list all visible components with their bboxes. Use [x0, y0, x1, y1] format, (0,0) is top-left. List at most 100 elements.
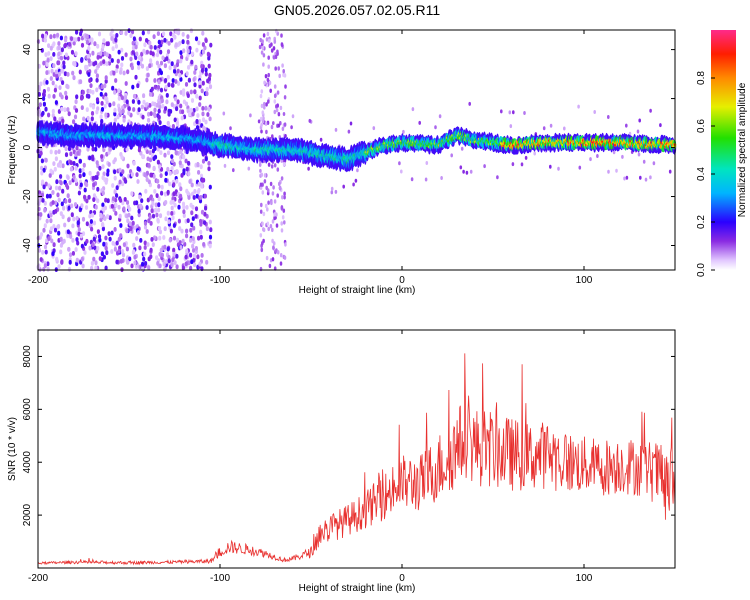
spectrogram-cell [115, 64, 119, 70]
spectrogram-cell [150, 237, 154, 242]
spectrogram-cell [166, 189, 170, 195]
spectrogram-cell [88, 61, 92, 67]
spectrogram-cell [127, 212, 131, 218]
spectrogram-cell [196, 189, 200, 195]
spectrogram-cell [119, 233, 123, 239]
y-tick-label: 0 [22, 144, 33, 150]
spectrogram-cell [198, 119, 202, 124]
spectrogram-cell [198, 80, 202, 85]
spectrogram-cell [274, 54, 278, 60]
spectrogram-cell [57, 71, 62, 77]
spectrogram-cell [157, 196, 161, 202]
spectrogram-cell [265, 129, 268, 135]
spectrogram-cell [101, 202, 105, 208]
spectrogram-cell [132, 93, 137, 99]
spectrogram-cell [128, 256, 132, 262]
spectrogram-cell [94, 69, 98, 74]
spectrogram-cell [70, 203, 74, 209]
spectrogram-cell [96, 43, 100, 49]
spectrogram-cell [85, 182, 89, 188]
spectrogram-cell [267, 38, 271, 43]
spectrogram-cell [172, 191, 176, 197]
spectrogram-cell [86, 54, 90, 59]
spectrogram-cell [60, 47, 64, 53]
spectrogram-cell [40, 165, 44, 171]
spectrogram-cell [135, 172, 139, 178]
spectrogram-cell [179, 193, 183, 199]
spectrogram-cell [612, 150, 616, 155]
spectrogram-cell [80, 58, 84, 63]
spectrogram-cell [52, 41, 56, 47]
spectrogram-cell [170, 166, 174, 171]
chart-title: GN05.2026.057.02.05.R11 [274, 2, 441, 18]
spectrogram-cell [192, 225, 196, 231]
spectrogram-cell [270, 164, 274, 169]
spectrogram-cell [120, 62, 124, 68]
spectrogram-cell [167, 111, 171, 117]
spectrogram-cell [267, 99, 270, 104]
spectrogram-cell [44, 181, 48, 187]
spectrogram-cell [181, 109, 185, 115]
spectrogram-cell [126, 218, 130, 224]
spectrogram-cell [186, 108, 190, 114]
spectrogram-cell [139, 203, 143, 209]
spectrogram-cell [187, 65, 191, 70]
spectrogram-cell [120, 155, 124, 160]
spectrogram-cell [45, 80, 49, 85]
spectrogram-cell [176, 99, 180, 105]
spectrogram-cell [88, 170, 92, 176]
spectrogram-cell [207, 63, 211, 69]
spectrogram-cell [607, 169, 610, 174]
spectrogram-cell [69, 160, 73, 166]
spectrogram-cell [263, 105, 266, 110]
spectrogram-cell [154, 207, 158, 213]
spectrogram-cell [67, 205, 71, 211]
spectrogram-cell [147, 111, 151, 117]
spectrogram-cell [80, 243, 84, 249]
colorbar: 0.00.20.40.60.8 Normalized spectral ampl… [696, 30, 748, 277]
spectrogram-cell [175, 62, 179, 68]
spectrogram-cell [41, 33, 45, 39]
spectrogram-cell [156, 85, 161, 90]
spectrogram-cell [54, 209, 58, 214]
spectrogram-cell [267, 226, 271, 232]
spectrogram-cell [145, 229, 149, 234]
spectrogram-cell [270, 200, 273, 206]
spectrogram-cell [354, 178, 358, 183]
spectrogram-cell [134, 55, 138, 60]
spectrogram-cell [89, 219, 93, 224]
spectrogram-cell [101, 190, 105, 196]
spectrogram-cell [199, 173, 204, 179]
spectrogram-cell [524, 155, 528, 160]
spectrogram-cell [92, 220, 97, 226]
spectrogram-cell [201, 158, 206, 164]
snr-y-axis-label: SNR (10 * v/v) [7, 417, 18, 481]
spectrogram-cell [164, 200, 168, 205]
spectrogram-cell [143, 221, 148, 226]
spectrogram-cell [104, 197, 108, 203]
spectrogram-cell [45, 218, 49, 224]
spectrogram-cell [50, 238, 54, 244]
spectrogram-cell [180, 115, 184, 121]
spectrogram-cell [43, 244, 48, 250]
spectrogram-cell [116, 58, 120, 64]
spectrogram-cell [147, 256, 151, 262]
spectrogram-cell [187, 171, 191, 177]
spectrogram-cell [166, 49, 171, 54]
spectrogram-cell [100, 101, 104, 106]
spectrogram-cell [126, 69, 130, 75]
spectrogram-cell [425, 161, 429, 165]
spectrogram-cell [269, 224, 273, 229]
spectrogram-cell [174, 150, 178, 156]
spectrogram-cell [64, 146, 68, 152]
spectrogram-cell [131, 45, 136, 51]
spectrogram-cell [118, 167, 122, 173]
spectrogram-cell [117, 49, 121, 55]
spectrogram-cell [138, 245, 142, 251]
spectrogram-cell [500, 109, 503, 114]
spectrogram-cell [164, 259, 169, 264]
spectrogram-cell [639, 175, 642, 180]
y-tick-label: 40 [22, 44, 33, 56]
spectrogram-cell [155, 52, 160, 58]
spectrogram-cell [593, 110, 596, 114]
